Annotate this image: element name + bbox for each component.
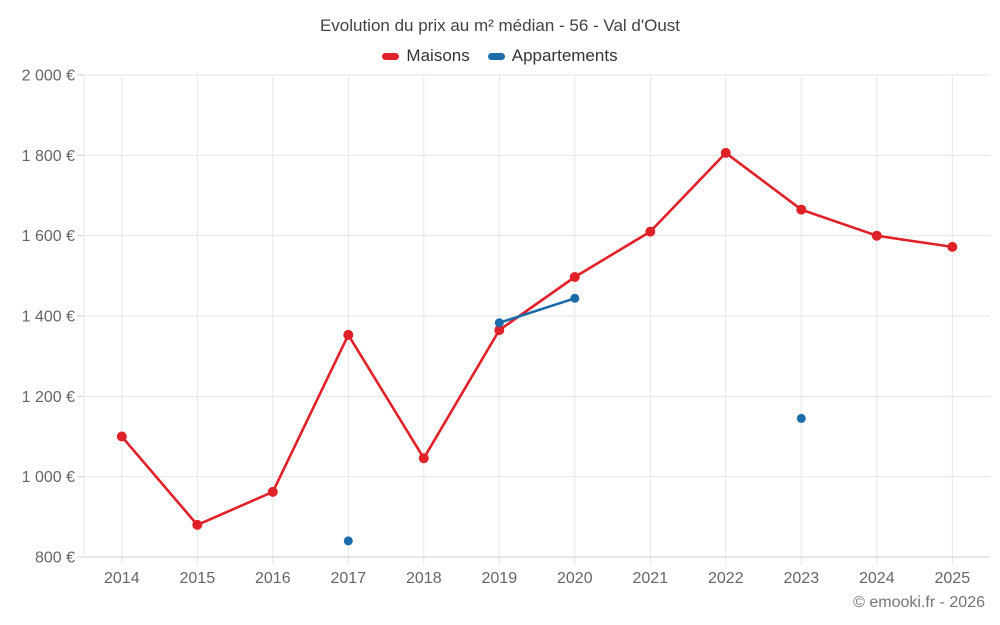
maisons-point-2022[interactable] [720,147,731,158]
maisons-point-2025[interactable] [947,241,958,252]
maisons-point-2020[interactable] [569,272,580,282]
maisons-point-2019[interactable] [494,325,505,336]
legend-item-appartements[interactable]: Appartements [487,46,618,66]
x-tick-label: 2024 [859,570,895,587]
y-tick-label: 1 400 € [22,309,75,326]
y-tick-label: 2 000 € [22,68,75,85]
maisons-line [120,151,954,527]
legend-label-maisons: Maisons [406,46,470,65]
appartements-point-2020[interactable] [570,293,580,303]
appartements-legend-swatch-icon [487,52,505,60]
x-tick-label: 2014 [104,570,140,587]
appartements-point-2017[interactable] [343,536,353,546]
x-tick-label: 2018 [406,570,442,587]
x-tick-label: 2016 [255,570,291,587]
attribution-watermark: © emooki.fr - 2026 [853,594,985,611]
y-tick-label: 1 000 € [22,469,75,486]
appartements-point-2023[interactable] [796,413,806,423]
maisons-point-2023[interactable] [796,204,807,215]
legend-label-appartements: Appartements [511,46,618,65]
maisons-point-2018[interactable] [418,453,429,464]
x-tick-label: 2023 [784,570,820,587]
maisons-legend-swatch-icon [382,52,400,60]
appartements-point-2019[interactable] [494,318,504,328]
appartements-series [343,293,806,546]
maisons-point-2021[interactable] [645,226,656,237]
y-tick-label: 800 € [35,550,75,567]
maisons-point-2024[interactable] [871,230,882,241]
x-tick-label: 2019 [482,570,518,587]
x-tick-label: 2021 [633,570,669,587]
x-tick-label: 2022 [708,570,744,587]
x-tick-label: 2017 [331,570,367,587]
maisons-point-2014[interactable] [116,431,127,442]
x-tick-label: 2020 [557,570,593,587]
y-tick-label: 1 200 € [22,389,75,406]
maisons-point-2017[interactable] [343,329,354,340]
maisons-point-2016[interactable] [267,486,278,497]
x-axis-labels: 2014 2015 2016 2017 2018 2019 2020 2021 2022 2023… [104,570,970,587]
x-tick-label: 2015 [180,570,216,587]
x-tick-label: 2025 [935,570,971,587]
y-tick-label: 1 600 € [22,228,75,245]
chart-title: Evolution du prix au m² médian - 56 - Va… [319,16,681,35]
x-gridlines [121,75,953,565]
y-axis: 800 € 1 000 € 1 200 € 1 400 € 1 600 € 1 800 €… [22,68,990,567]
y-tick-label: 1 800 € [22,148,75,165]
maisons-series [116,147,958,530]
legend-item-maisons[interactable]: Maisons [382,46,470,66]
chart-legend: Maisons Appartements [0,44,1000,68]
maisons-point-2015[interactable] [192,519,203,530]
